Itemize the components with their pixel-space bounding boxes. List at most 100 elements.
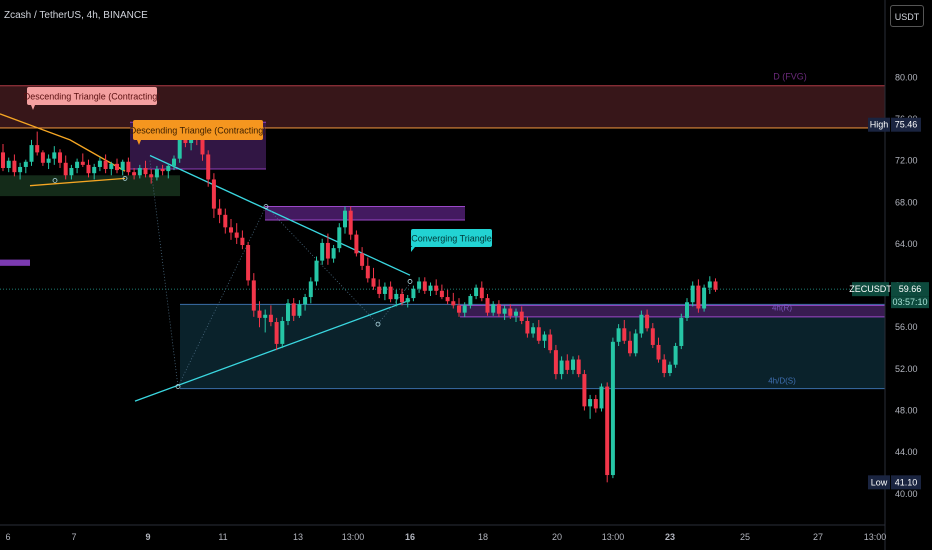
candle (434, 285, 439, 291)
candle (656, 344, 661, 360)
candle (400, 293, 404, 303)
candle (622, 328, 627, 341)
candle (200, 139, 205, 155)
high-label: High (870, 120, 889, 130)
x-tick-label: 7 (71, 532, 76, 542)
candle (325, 242, 330, 259)
candle (388, 286, 393, 300)
x-tick-label: 13:00 (864, 532, 887, 542)
y-tick-label: 72.00 (895, 156, 918, 166)
candles-group (1, 125, 718, 483)
candle (52, 152, 57, 159)
annotation-box (411, 229, 492, 247)
x-tick-label: 6 (5, 532, 10, 542)
candle (553, 350, 558, 375)
candle (650, 328, 655, 345)
candle (536, 327, 541, 341)
low-label-box (868, 475, 890, 490)
candle (12, 160, 17, 173)
candle (18, 166, 23, 173)
candle (531, 327, 536, 334)
candle (268, 314, 273, 323)
candle (6, 160, 11, 168)
green-zone (0, 175, 180, 197)
y-tick-label: 44.00 (895, 447, 918, 457)
candle (234, 232, 239, 238)
candle (137, 168, 142, 176)
pivot-point-2 (375, 321, 381, 327)
candle (713, 281, 718, 290)
candle (394, 293, 399, 300)
candle (29, 145, 34, 162)
candle (240, 237, 245, 246)
candle (542, 334, 547, 341)
candle (314, 260, 319, 282)
candle (667, 364, 672, 374)
candle (422, 281, 427, 291)
candle (662, 359, 667, 374)
candle (69, 168, 74, 176)
candle (628, 340, 632, 354)
candle (211, 179, 216, 209)
candle (439, 290, 444, 298)
candle (115, 163, 119, 171)
x-tick-label: 16 (405, 532, 415, 542)
candle (508, 308, 513, 316)
candle (92, 166, 97, 174)
candle (274, 322, 279, 344)
y-tick-label: 56.00 (895, 322, 918, 332)
candle (166, 165, 171, 172)
candle (58, 152, 62, 163)
candle (685, 302, 689, 318)
candle (246, 245, 251, 281)
candle (605, 386, 610, 476)
annotation-1: Descending Triangle (Contracting) (130, 120, 266, 145)
x-tick-label: 9 (145, 532, 150, 542)
candle (23, 161, 28, 167)
candle (616, 328, 621, 342)
candle (525, 321, 530, 334)
candle (417, 281, 422, 289)
y-tick-label: 80.00 (895, 72, 918, 82)
candle (286, 303, 290, 321)
candle (343, 210, 347, 228)
candle (405, 298, 410, 303)
x-tick-label: 13:00 (342, 532, 365, 542)
x-tick-label: 27 (813, 532, 823, 542)
candle (223, 214, 228, 228)
currency-button[interactable]: USDT (890, 5, 924, 27)
candle (593, 399, 598, 409)
candle (257, 310, 262, 318)
candle (348, 210, 353, 235)
candle (149, 174, 154, 178)
low-value-box (891, 475, 921, 490)
zone-label-4h-r: 4h(R) (772, 304, 792, 313)
candle-countdown: 03:57:10 (892, 297, 927, 307)
purple-zone-mid (265, 206, 465, 221)
candle (377, 286, 382, 294)
low-label: Low (871, 477, 888, 487)
candle (103, 160, 108, 170)
candle (337, 227, 342, 249)
candle (690, 285, 695, 303)
candle (75, 161, 80, 168)
annotation-box (133, 120, 263, 140)
pivot-point-4 (122, 176, 128, 181)
candle (371, 278, 376, 287)
candle-countdown-box (891, 296, 929, 309)
candle (86, 164, 91, 174)
candle (280, 321, 285, 344)
annotation-2: Converging Triangle (411, 229, 492, 252)
annotation-box (27, 87, 157, 105)
annotation-text: Converging Triangle (411, 234, 492, 244)
candle (673, 345, 678, 365)
candle (360, 253, 365, 266)
descending-lower-line (29, 177, 126, 187)
candle (451, 301, 456, 306)
pivot-point-3 (407, 279, 413, 284)
candle (251, 280, 256, 311)
high-value-box (891, 117, 921, 132)
candle (565, 360, 570, 370)
candle (639, 314, 644, 334)
